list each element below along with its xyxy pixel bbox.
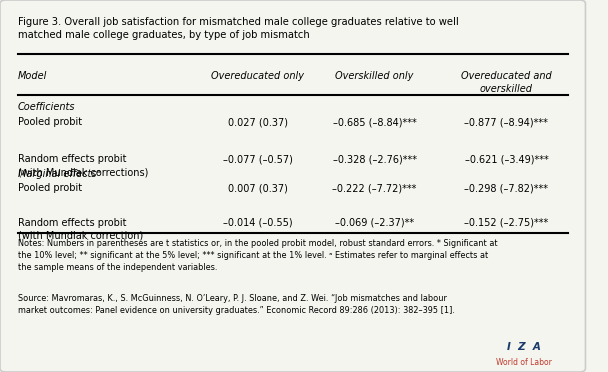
FancyBboxPatch shape (0, 0, 586, 372)
Text: Coefficients: Coefficients (18, 102, 75, 112)
Text: 0.007 (0.37): 0.007 (0.37) (227, 183, 288, 193)
Text: Random effects probit
(with Mundlak corrections): Random effects probit (with Mundlak corr… (18, 154, 148, 177)
Text: World of Labor: World of Labor (496, 358, 552, 367)
Text: Overskilled only: Overskilled only (336, 71, 414, 81)
Text: Source: Mavromaras, K., S. McGuinness, N. O’Leary, P. J. Sloane, and Z. Wei. “Jo: Source: Mavromaras, K., S. McGuinness, N… (18, 294, 454, 315)
Text: –0.014 (–0.55): –0.014 (–0.55) (223, 218, 292, 228)
Text: –0.328 (–2.76)***: –0.328 (–2.76)*** (333, 154, 416, 164)
Text: –0.298 (–7.82)***: –0.298 (–7.82)*** (465, 183, 548, 193)
Text: Pooled probit: Pooled probit (18, 183, 81, 193)
Text: –0.621 (–3.49)***: –0.621 (–3.49)*** (465, 154, 548, 164)
Text: –0.069 (–2.37)**: –0.069 (–2.37)** (335, 218, 414, 228)
Text: –0.077 (–0.57): –0.077 (–0.57) (223, 154, 292, 164)
Text: I  Z  A: I Z A (507, 342, 541, 352)
Text: –0.877 (–8.94)***: –0.877 (–8.94)*** (465, 117, 548, 127)
Text: Overeducated only: Overeducated only (211, 71, 304, 81)
Text: –0.152 (–2.75)***: –0.152 (–2.75)*** (465, 218, 548, 228)
Text: Pooled probit: Pooled probit (18, 117, 81, 127)
Text: Notes: Numbers in parentheses are t statistics or, in the pooled probit model, r: Notes: Numbers in parentheses are t stat… (18, 239, 497, 272)
Text: Random effects probit
(with Mundlak correction): Random effects probit (with Mundlak corr… (18, 218, 143, 241)
Text: Model: Model (18, 71, 47, 81)
Text: –0.222 (–7.72)***: –0.222 (–7.72)*** (333, 183, 417, 193)
Text: 0.027 (0.37): 0.027 (0.37) (227, 117, 288, 127)
Text: Overeducated and
overskilled: Overeducated and overskilled (461, 71, 552, 94)
Text: –0.685 (–8.84)***: –0.685 (–8.84)*** (333, 117, 416, 127)
Text: Marginal effectsᵃ: Marginal effectsᵃ (18, 169, 100, 179)
Text: Figure 3. Overall job satisfaction for mismatched male college graduates relativ: Figure 3. Overall job satisfaction for m… (18, 17, 458, 40)
